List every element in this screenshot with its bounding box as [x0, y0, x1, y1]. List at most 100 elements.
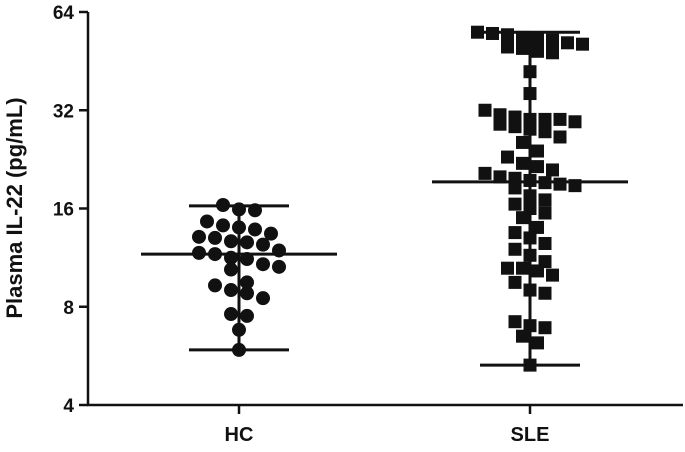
data-groups — [141, 25, 628, 372]
data-point-square — [501, 40, 514, 54]
data-point-square — [523, 87, 537, 101]
data-point-circle — [208, 278, 222, 293]
x-categories: HC SLE — [225, 405, 550, 446]
data-point-circle — [240, 252, 254, 267]
data-point-square — [493, 170, 507, 184]
data-point-square — [501, 28, 514, 42]
data-point-circle — [256, 257, 270, 272]
data-point-square — [538, 321, 552, 335]
series-sle — [432, 25, 628, 372]
data-point-square — [531, 144, 544, 158]
data-point-circle — [240, 286, 254, 301]
data-point-square — [523, 112, 537, 126]
data-point-circle — [240, 308, 254, 323]
y-tick-label: 32 — [53, 101, 74, 122]
y-tick-label: 16 — [53, 200, 74, 221]
y-ticks: 4 8 16 32 64 — [53, 3, 88, 417]
data-point-circle — [264, 226, 278, 241]
data-point-square — [538, 125, 552, 139]
data-point-square — [531, 160, 544, 174]
data-point-circle — [208, 230, 222, 245]
data-point-circle — [232, 202, 246, 217]
data-point-square — [508, 275, 522, 289]
data-point-square — [546, 46, 559, 60]
x-category-label: SLE — [511, 424, 550, 446]
data-point-circle — [256, 291, 270, 306]
data-point-square — [538, 112, 552, 126]
data-point-circle — [248, 203, 262, 218]
data-point-square — [538, 193, 552, 207]
data-point-square — [501, 150, 514, 164]
data-point-square — [516, 211, 529, 225]
data-point-square — [508, 197, 522, 211]
data-point-square — [546, 33, 559, 47]
data-point-circle — [232, 342, 246, 357]
data-point-square — [568, 179, 582, 193]
data-point-circle — [224, 250, 238, 265]
data-point-square — [553, 177, 567, 191]
data-point-circle — [208, 247, 222, 262]
data-point-circle — [240, 275, 254, 290]
data-point-square — [531, 220, 544, 234]
data-point-square — [516, 41, 529, 55]
data-point-circle — [224, 307, 238, 322]
data-point-square — [508, 181, 522, 195]
data-point-circle — [192, 245, 206, 260]
data-point-square — [523, 65, 537, 79]
data-point-square — [523, 122, 537, 136]
y-tick-label: 4 — [63, 396, 74, 417]
data-point-circle — [216, 197, 230, 212]
data-point-square — [538, 176, 552, 190]
data-point-square — [576, 37, 589, 51]
data-point-square — [508, 120, 522, 134]
data-point-square — [538, 236, 552, 250]
data-point-square — [523, 358, 537, 372]
data-point-circle — [232, 322, 246, 337]
data-point-square — [478, 103, 492, 117]
data-point-square — [531, 44, 544, 58]
data-point-square — [561, 36, 574, 50]
data-point-square — [546, 268, 559, 282]
data-point-square — [523, 248, 537, 262]
data-point-square — [508, 242, 522, 256]
data-point-square — [523, 319, 537, 333]
data-point-square — [531, 32, 544, 46]
data-point-circle — [192, 229, 206, 244]
data-point-circle — [232, 220, 246, 235]
data-point-square — [516, 30, 529, 44]
data-point-square — [523, 231, 537, 245]
data-point-square — [501, 261, 514, 275]
data-point-square — [553, 112, 567, 126]
data-point-circle — [272, 243, 286, 258]
data-point-square — [538, 286, 552, 300]
data-point-circle — [224, 262, 238, 277]
data-point-square — [523, 173, 537, 187]
data-point-square — [508, 315, 522, 329]
data-point-circle — [240, 235, 254, 250]
data-point-square — [516, 261, 529, 275]
data-point-circle — [256, 237, 270, 252]
data-point-square — [516, 329, 529, 343]
data-point-square — [546, 163, 559, 177]
data-point-square — [471, 25, 484, 39]
data-point-circle — [272, 259, 286, 274]
data-point-square — [516, 135, 529, 149]
data-point-square — [553, 130, 567, 144]
data-point-square — [531, 264, 544, 278]
data-point-circle — [224, 283, 238, 298]
data-point-square — [516, 156, 529, 170]
y-axis-label: Plasma IL-22 (pg/mL) — [2, 97, 27, 318]
data-point-square — [493, 117, 507, 131]
data-point-circle — [224, 234, 238, 249]
data-point-square — [568, 115, 582, 129]
data-point-square — [531, 336, 544, 350]
data-point-square — [478, 166, 492, 180]
data-point-square — [523, 283, 537, 297]
y-tick-label: 8 — [63, 298, 74, 319]
data-point-square — [486, 26, 499, 40]
data-point-circle — [216, 218, 230, 233]
data-point-square — [523, 189, 537, 203]
x-category-label: HC — [225, 424, 254, 446]
data-point-square — [508, 226, 522, 240]
